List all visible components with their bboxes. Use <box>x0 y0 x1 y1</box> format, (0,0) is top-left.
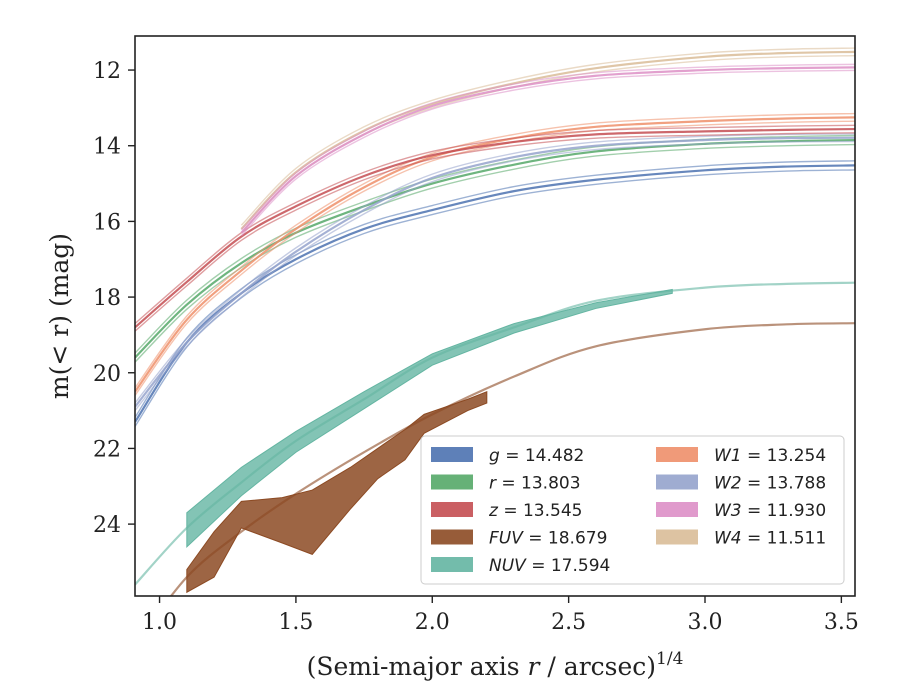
legend-item-r: r = 13.803 <box>431 474 581 494</box>
series-r <box>135 134 855 363</box>
legend-swatch-r <box>431 474 473 490</box>
legend-item-nuv: NUV = 17.594 <box>431 556 610 576</box>
series-w4-line <box>240 50 855 230</box>
series-w3-lower <box>240 69 855 237</box>
x-tick-label: 2.5 <box>551 610 586 635</box>
x-axis-label: (Semi-major axis r / arcsec)1/4 <box>307 649 684 681</box>
legend-swatch-g <box>431 447 473 462</box>
y-tick-label: 16 <box>93 210 121 235</box>
series-w2-lower <box>135 140 855 412</box>
y-tick-label: 20 <box>93 362 121 387</box>
legend-label-g: g = 14.482 <box>489 446 584 466</box>
legend-swatch-fuv <box>431 529 473 545</box>
series-z-upper <box>135 124 855 325</box>
series-g <box>135 160 855 427</box>
legend-item-g: g = 14.482 <box>431 446 584 466</box>
x-tick-label: 1.0 <box>142 610 177 635</box>
plot-frame <box>134 35 856 597</box>
legend-item-w4: W4 = 11.511 <box>656 529 826 549</box>
legend: g = 14.482 r = 13.803 z = 13.545 FUV = 18.6… <box>420 435 845 585</box>
series-g-line <box>135 164 855 423</box>
series-z-lower <box>135 132 855 332</box>
legend-item-w2: W2 = 13.788 <box>656 474 826 494</box>
series-w3 <box>240 63 855 237</box>
y-tick-label: 22 <box>93 437 121 462</box>
y-tick-label: 12 <box>93 59 121 84</box>
series-g-lower <box>135 169 855 427</box>
legend-label-z: z = 13.545 <box>488 501 582 521</box>
series-fuv-band <box>186 390 488 594</box>
series-nuv-band <box>186 288 673 548</box>
legend-swatch-w3 <box>656 502 698 517</box>
series-z-line <box>135 127 855 329</box>
series-r-lower <box>135 143 855 363</box>
legend-label-r: r = 13.803 <box>489 474 581 494</box>
legend-swatch-w1 <box>656 447 698 462</box>
series-w4-upper <box>240 47 855 226</box>
legend-label-w1: W1 = 13.254 <box>714 446 826 466</box>
series-g-upper <box>135 160 855 418</box>
series-w1-lower <box>135 120 855 396</box>
plot-area <box>135 47 855 596</box>
legend-item-w1: W1 = 13.254 <box>656 446 826 466</box>
x-tick-label: 2.0 <box>415 610 450 635</box>
series-w1-line <box>135 116 855 393</box>
legend-swatch-z <box>431 502 473 517</box>
series-nuv <box>135 281 855 586</box>
x-tick-label: 3.0 <box>688 610 723 635</box>
legend-item-z: z = 13.545 <box>431 501 582 521</box>
y-axis: 12 14 16 18 20 22 24 <box>93 59 135 538</box>
x-axis: 1.0 1.5 2.0 2.5 3.0 3.5 <box>142 596 859 635</box>
legend-label-fuv: FUV = 18.679 <box>489 529 607 549</box>
series-fuv-line <box>169 322 855 596</box>
series-z <box>135 124 855 332</box>
series-w2-upper <box>135 133 855 404</box>
legend-swatch-w4 <box>656 529 698 545</box>
y-tick-label: 14 <box>93 135 121 160</box>
series-w2-line <box>135 136 855 408</box>
series-w1-upper <box>135 112 855 389</box>
legend-label-w2: W2 = 13.788 <box>714 474 826 494</box>
legend-swatch-w2 <box>656 474 698 490</box>
y-tick-label: 24 <box>93 513 121 538</box>
legend-frame <box>420 435 845 585</box>
legend-label-nuv: NUV = 17.594 <box>489 556 610 576</box>
series-w3-upper <box>240 63 855 231</box>
series-w1 <box>135 112 855 396</box>
legend-item-fuv: FUV = 18.679 <box>431 529 607 549</box>
y-tick-label: 18 <box>93 286 121 311</box>
series-fuv <box>169 322 855 596</box>
series-w3-line <box>240 66 855 234</box>
x-tick-label: 1.5 <box>278 610 313 635</box>
x-tick-label: 3.5 <box>824 610 859 635</box>
y-axis-label: m(< r) (mag) <box>45 233 74 399</box>
legend-label-w4: W4 = 11.511 <box>714 529 826 549</box>
series-w2 <box>135 133 855 412</box>
series-nuv-line <box>135 281 855 586</box>
legend-item-w3: W3 = 11.930 <box>656 501 826 521</box>
legend-swatch-nuv <box>431 557 473 572</box>
legend-label-w3: W3 = 11.930 <box>714 501 826 521</box>
